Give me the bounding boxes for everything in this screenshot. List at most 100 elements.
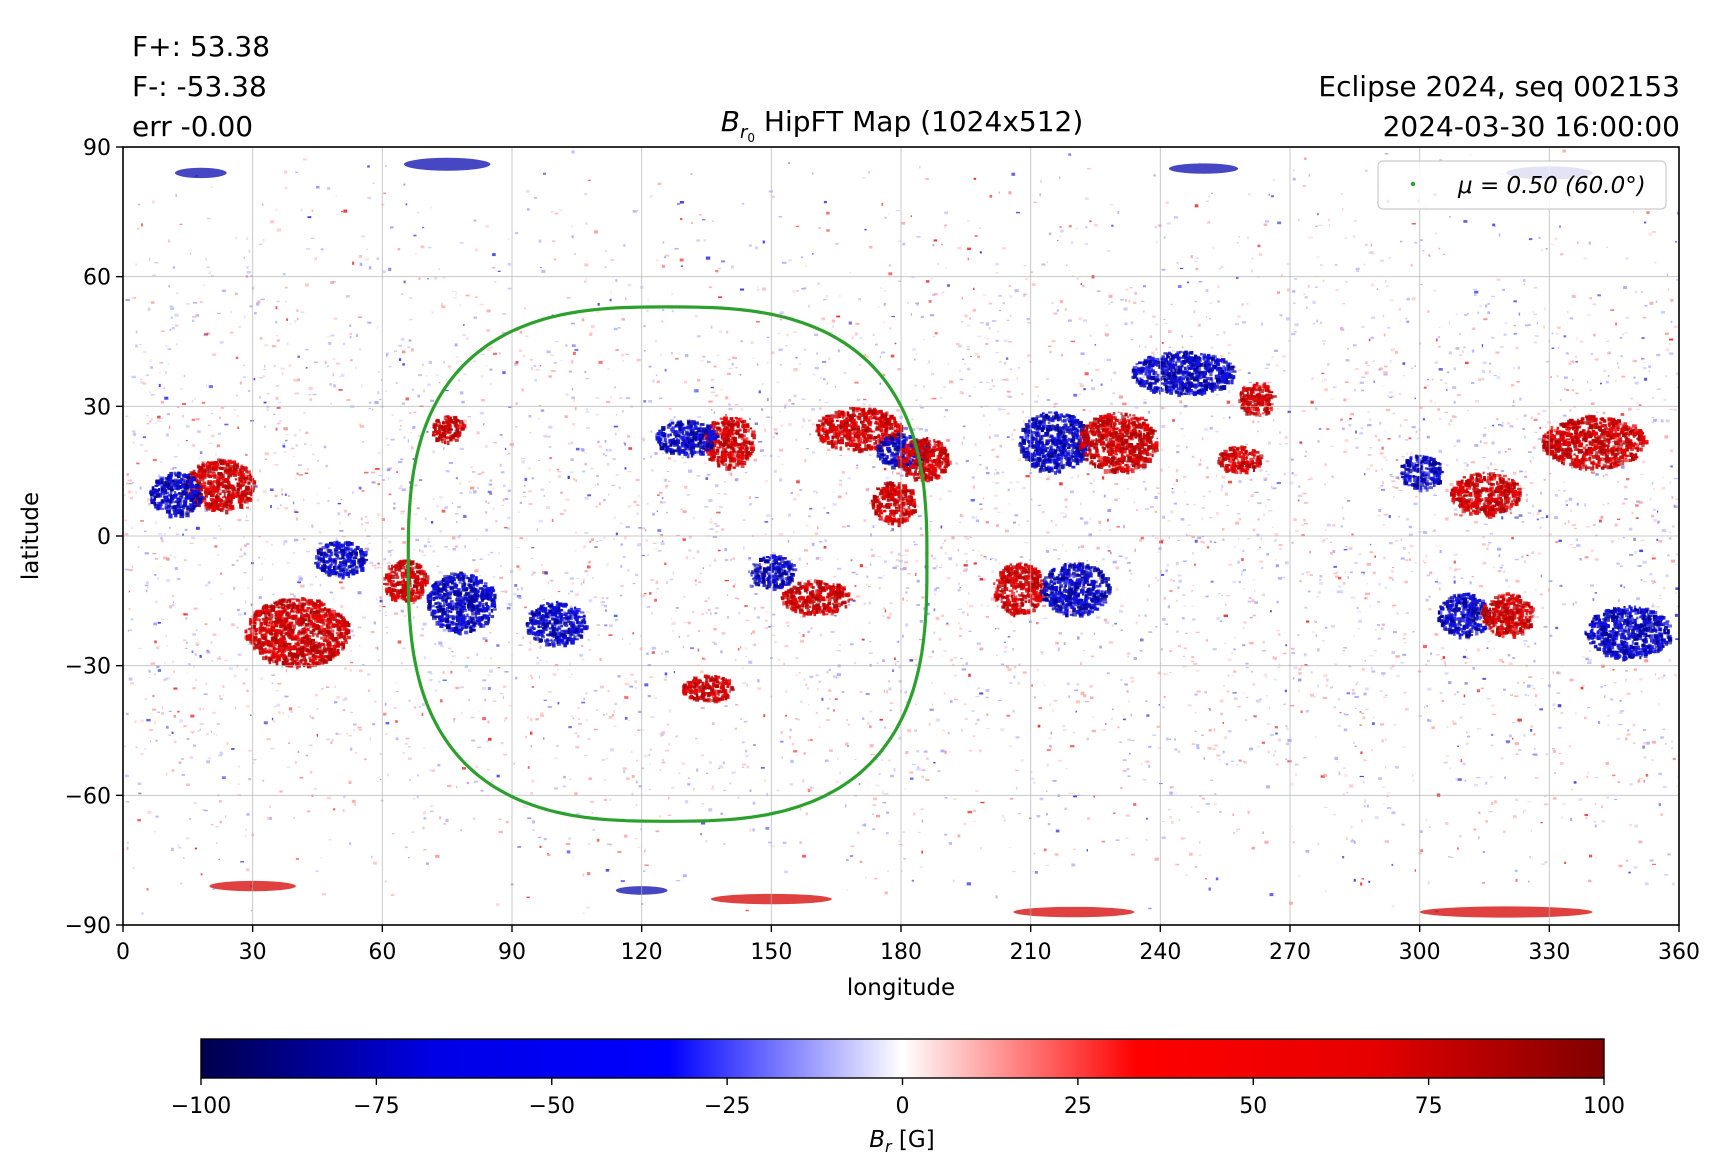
field-speck: [1410, 570, 1413, 572]
field-speck: [540, 488, 545, 491]
field-speck: [1490, 744, 1494, 747]
field-speck: [1512, 722, 1515, 724]
field-speck: [1474, 521, 1479, 524]
field-speck: [625, 397, 631, 399]
field-speck: [525, 538, 528, 541]
field-speck: [1365, 592, 1371, 595]
field-speck: [1216, 334, 1219, 336]
field-speck: [1166, 737, 1169, 741]
field-speck: [343, 509, 348, 513]
field-speck: [1183, 655, 1186, 657]
field-speck: [1382, 314, 1385, 318]
field-speck: [1202, 495, 1206, 498]
field-speck: [1301, 573, 1304, 575]
field-speck: [563, 775, 566, 779]
field-speck: [351, 634, 356, 637]
field-speck: [734, 478, 739, 482]
field-speck: [588, 777, 593, 781]
field-speck: [709, 520, 713, 524]
field-speck: [1338, 771, 1341, 775]
field-speck: [472, 559, 476, 562]
field-speck: [1161, 342, 1164, 344]
field-speck: [1226, 400, 1231, 404]
field-speck: [473, 626, 478, 628]
field-speck: [1134, 406, 1139, 409]
field-speck: [714, 394, 719, 397]
field-speck: [1254, 491, 1259, 493]
field-speck: [1625, 678, 1627, 680]
field-speck: [1673, 505, 1678, 508]
field-speck: [890, 774, 894, 778]
field-speck: [326, 686, 330, 688]
field-speck: [1409, 545, 1415, 548]
field-speck: [701, 803, 705, 805]
field-speck: [1412, 631, 1415, 633]
field-speck: [666, 511, 668, 514]
field-speck: [798, 363, 802, 365]
field-speck: [931, 682, 933, 684]
field-speck: [1620, 584, 1623, 587]
field-speck: [896, 661, 900, 663]
field-speck: [1162, 706, 1165, 709]
field-speck: [594, 728, 598, 731]
field-speck: [361, 664, 365, 666]
field-speck: [1004, 339, 1008, 343]
field-speck: [875, 758, 879, 760]
field-speck: [1243, 569, 1246, 572]
field-speck: [1210, 415, 1214, 417]
field-speck: [1381, 623, 1385, 626]
field-speck: [1074, 689, 1079, 692]
field-speck: [185, 783, 191, 786]
field-speck: [1052, 780, 1057, 782]
field-speck: [1369, 605, 1371, 608]
field-speck: [238, 326, 242, 328]
field-speck: [601, 597, 604, 599]
field-speck: [1408, 533, 1413, 537]
field-speck: [1616, 738, 1621, 740]
field-speck: [1345, 381, 1349, 383]
field-speck: [1046, 531, 1050, 534]
field-speck: [679, 201, 684, 204]
field-speck: [154, 262, 159, 264]
field-speck: [543, 737, 545, 740]
field-speck: [888, 213, 890, 216]
field-speck: [1533, 748, 1536, 750]
field-speck: [1456, 458, 1458, 462]
field-speck: [869, 563, 872, 566]
field-speck: [1323, 773, 1328, 777]
field-speck: [992, 320, 997, 323]
field-speck: [1018, 367, 1020, 369]
field-speck: [846, 525, 850, 528]
field-speck: [1293, 169, 1295, 172]
field-speck: [967, 543, 970, 545]
field-speck: [1601, 805, 1603, 809]
field-speck: [999, 445, 1003, 447]
field-speck: [1304, 455, 1307, 457]
field-speck: [409, 412, 412, 414]
field-speck: [858, 783, 861, 786]
field-speck: [965, 538, 970, 540]
field-speck: [1001, 408, 1006, 410]
field-speck: [195, 629, 198, 631]
field-speck: [364, 547, 367, 550]
field-speck: [635, 804, 638, 807]
field-speck: [839, 771, 841, 775]
field-speck: [142, 436, 146, 439]
field-speck: [654, 548, 659, 550]
field-speck: [281, 443, 286, 447]
field-speck: [357, 316, 363, 318]
field-speck: [1117, 726, 1120, 729]
field-speck: [1338, 585, 1341, 588]
field-speck: [373, 621, 376, 625]
field-speck: [1384, 153, 1389, 155]
field-speck: [1184, 491, 1186, 493]
field-speck: [320, 857, 322, 859]
field-speck: [296, 517, 298, 521]
field-speck: [218, 754, 223, 757]
field-speck: [1330, 686, 1333, 689]
field-speck: [1673, 325, 1678, 328]
field-speck: [479, 303, 484, 306]
field-speck: [995, 339, 999, 342]
field-speck: [185, 440, 188, 442]
field-speck: [293, 455, 295, 457]
